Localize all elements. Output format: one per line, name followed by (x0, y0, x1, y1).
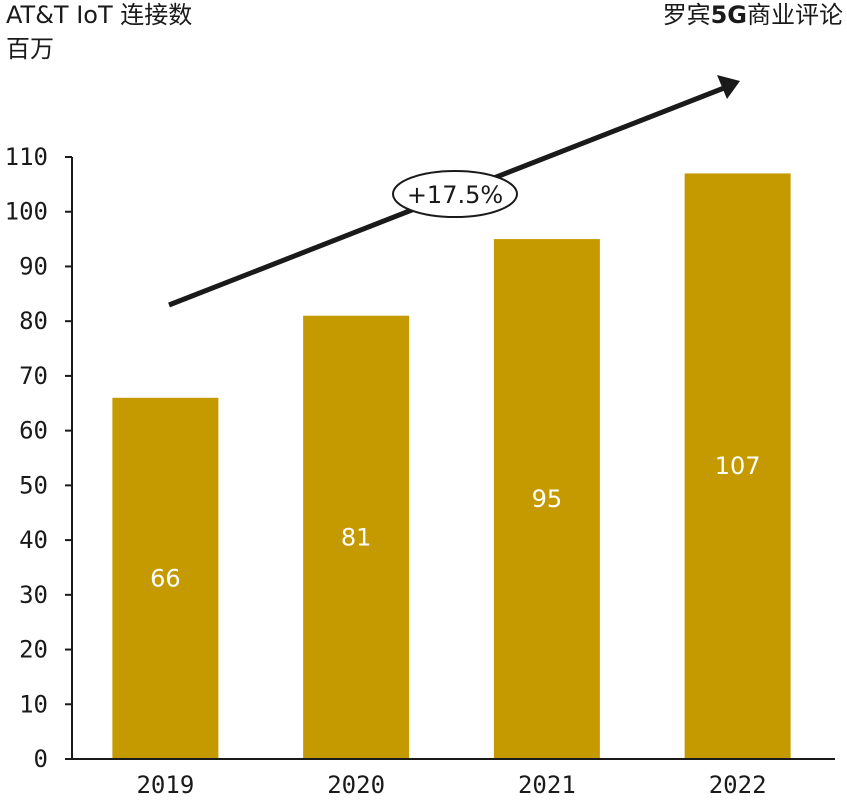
y-axis-ticks: 0 10 20 30 40 50 60 70 80 90 100 110 (5, 143, 72, 773)
y-tick-label: 80 (19, 307, 48, 335)
bar-value-label: 81 (341, 523, 372, 551)
chart-title-unit: 百万 (6, 35, 54, 63)
x-tick-label: 2022 (709, 771, 767, 799)
bar-value-labels: 66 81 95 107 (150, 452, 760, 592)
bar (112, 397, 219, 759)
y-tick-label: 30 (19, 581, 48, 609)
bar (493, 239, 600, 759)
growth-arrow-head (717, 75, 740, 99)
source-highlight: 5G (710, 1, 747, 29)
y-tick-label: 110 (5, 143, 48, 171)
bar (684, 173, 791, 759)
x-tick-label: 2020 (327, 771, 385, 799)
bar-value-label: 66 (150, 564, 181, 592)
chart-title-line1: AT&T IoT 连接数 (6, 1, 193, 29)
y-tick-label: 50 (19, 471, 48, 499)
bar-value-label: 107 (715, 452, 761, 480)
y-tick-label: 70 (19, 362, 48, 390)
bar-value-label: 95 (532, 485, 563, 513)
x-tick-label: 2019 (136, 771, 194, 799)
growth-badge: +17.5% (392, 170, 518, 218)
y-tick-label: 20 (19, 636, 48, 664)
y-tick-label: 100 (5, 198, 48, 226)
y-tick-label: 10 (19, 690, 48, 718)
bar (303, 315, 410, 759)
growth-badge-outline (392, 170, 518, 218)
x-tick-label: 2021 (518, 771, 576, 799)
source-label: 罗宾5G商业评论 (663, 0, 843, 30)
y-tick-label: 40 (19, 526, 48, 554)
source-prefix: 罗宾 (662, 1, 711, 29)
y-tick-label: 90 (19, 252, 48, 280)
growth-badge-label: +17.5% (407, 181, 503, 209)
y-tick-label: 60 (19, 417, 48, 445)
y-tick-label: 0 (34, 745, 48, 773)
bars (112, 173, 791, 759)
source-suffix: 商业评论 (747, 1, 843, 29)
x-axis-ticks: 2019 2020 2021 2022 (136, 771, 766, 799)
